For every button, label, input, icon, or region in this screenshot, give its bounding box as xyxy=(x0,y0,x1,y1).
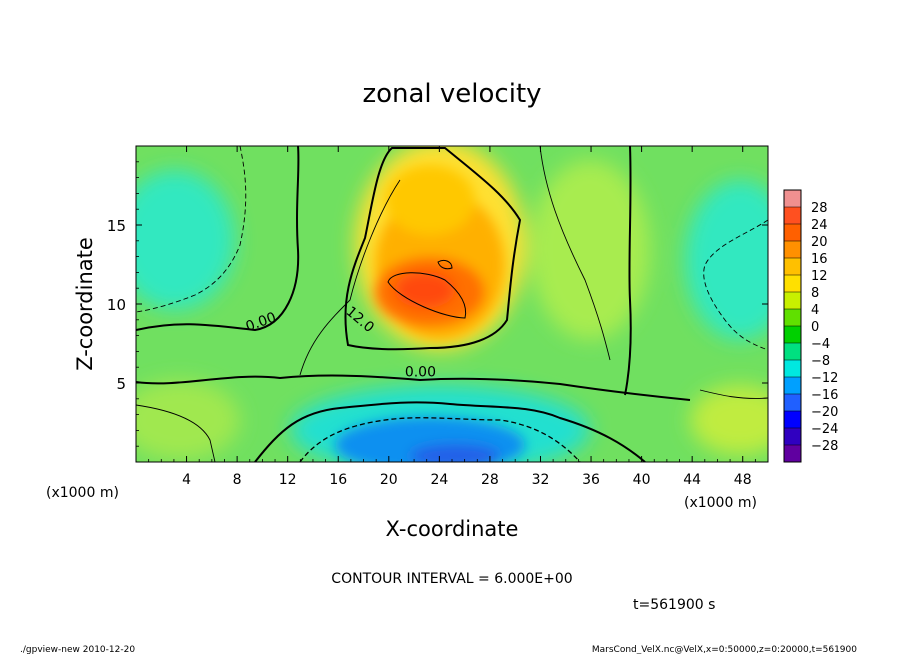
contour-neg6 xyxy=(299,417,581,462)
colorbar-label: 0 xyxy=(811,320,819,335)
field-blob-lower-right xyxy=(690,385,768,455)
contour-18b xyxy=(437,259,453,270)
field-blob-low-deep xyxy=(410,444,500,462)
x-tick-label: 32 xyxy=(532,472,550,488)
field-blob-right-cyan xyxy=(685,180,768,340)
colorbar-label: −4 xyxy=(811,337,830,352)
x-unit-left: (x1000 m) xyxy=(46,485,119,501)
colorbar-segment xyxy=(784,292,801,310)
x-tick-label: 48 xyxy=(734,472,752,488)
x-tick-label: 36 xyxy=(582,472,600,488)
colorbar-label: −16 xyxy=(811,388,838,403)
colorbar-label: −20 xyxy=(811,405,838,420)
x-tick-label: 8 xyxy=(233,472,242,488)
colorbar-segment xyxy=(784,428,801,446)
x-tick-label: 12 xyxy=(279,472,297,488)
x-tick-label: 4 xyxy=(182,472,191,488)
time-text: t=561900 s xyxy=(633,597,715,613)
colorbar-label: 16 xyxy=(811,252,828,267)
y-tick-label: 10 xyxy=(107,296,126,314)
field-blob-jet-top xyxy=(385,165,475,235)
contour-zero-right xyxy=(624,146,632,396)
contour-6-right xyxy=(699,389,768,399)
contour-label: 0.00 xyxy=(405,365,436,381)
footer-left: ./gpview-new 2010-12-20 xyxy=(20,645,135,654)
contour-6-left xyxy=(136,404,216,462)
contour-zero-lower xyxy=(136,374,691,401)
colorbar-label: −28 xyxy=(811,439,838,454)
x-tick-label: 28 xyxy=(481,472,499,488)
colorbar-segment xyxy=(784,394,801,412)
colorbar-label: 4 xyxy=(811,303,819,318)
contour-neg6-left xyxy=(136,146,247,313)
colorbar-label: 24 xyxy=(811,218,828,233)
colorbar-segment xyxy=(784,411,801,429)
colorbar-label: 28 xyxy=(811,201,828,216)
colorbar-segment xyxy=(784,258,801,276)
velocity-field xyxy=(136,146,768,462)
colorbar-segment xyxy=(784,445,801,463)
contour-zero-bottom xyxy=(254,401,646,462)
contour-6-mid xyxy=(299,146,611,376)
x-tick-label: 16 xyxy=(329,472,347,488)
field-blob-lower-left xyxy=(136,380,240,460)
y-axis-ticks: 5 10 15 xyxy=(107,161,768,447)
colorbar-labels: 28 24 20 16 12 8 4 0 −4 −8 −12 −16 −20 −24 −28 xyxy=(811,201,838,454)
chart-title: zonal velocity xyxy=(362,79,541,109)
colorbar xyxy=(783,189,802,463)
colorbar-segment xyxy=(784,241,801,259)
contour-interval-text: CONTOUR INTERVAL = 6.000E+00 xyxy=(331,571,572,587)
contour-zero-left xyxy=(136,146,300,332)
y-tick-label: 15 xyxy=(107,217,126,235)
contour-neg6-right xyxy=(703,219,768,351)
footer-right: MarsCond_VelX.nc@VelX,x=0:50000,z=0:2000… xyxy=(592,645,857,654)
colorbar-segment xyxy=(784,275,801,293)
colorbar-segment xyxy=(784,343,801,361)
colorbar-label: −12 xyxy=(811,371,838,386)
y-tick-label: 5 xyxy=(116,375,126,393)
colorbar-label: 8 xyxy=(811,286,819,301)
contour-lines xyxy=(136,146,768,462)
x-unit-right: (x1000 m) xyxy=(684,495,757,511)
x-axis-ticks: 4 8 12 16 20 24 28 32 36 40 44 48 xyxy=(148,146,756,488)
colorbar-segment xyxy=(784,326,801,344)
colorbar-segment xyxy=(784,377,801,395)
colorbar-segment xyxy=(784,309,801,327)
colorbar-segment xyxy=(784,224,801,242)
field-blob-mid-green xyxy=(530,160,650,340)
colorbar-label: −24 xyxy=(811,422,838,437)
field-blob-left-cyan xyxy=(136,170,235,310)
x-axis-label: X-coordinate xyxy=(386,517,519,541)
field-blob-jet-max xyxy=(395,272,455,308)
contour-18 xyxy=(387,272,467,319)
colorbar-segment xyxy=(784,190,801,208)
contour-12 xyxy=(344,147,522,351)
x-tick-label: 24 xyxy=(430,472,448,488)
x-tick-label: 40 xyxy=(633,472,651,488)
colorbar-label: −8 xyxy=(811,354,830,369)
colorbar-segment xyxy=(784,207,801,225)
x-tick-label: 44 xyxy=(683,472,701,488)
y-axis-label: Z-coordinate xyxy=(73,237,97,371)
colorbar-segment xyxy=(784,360,801,378)
colorbar-label: 20 xyxy=(811,235,828,250)
field-blob-low-blue xyxy=(335,417,525,462)
colorbar-label: 12 xyxy=(811,269,828,284)
x-tick-label: 20 xyxy=(380,472,398,488)
